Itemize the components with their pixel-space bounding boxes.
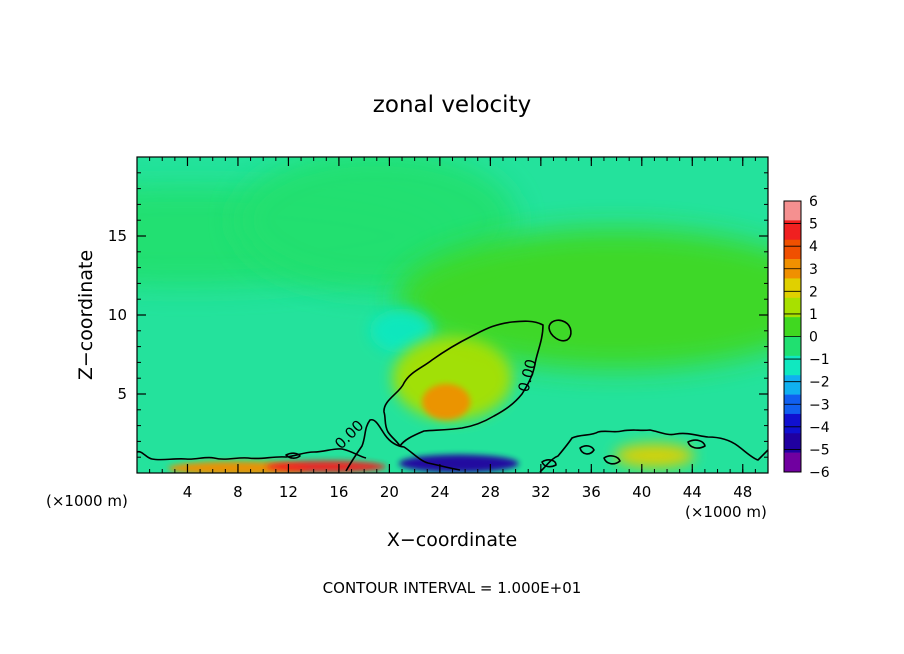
y-axis-label: Z−coordinate: [75, 250, 97, 380]
colorbar-label: 0: [809, 330, 818, 346]
colorbar-label: 3: [809, 262, 818, 278]
contour-zero-small-d: [285, 452, 301, 459]
heatmap-feature-surface-cold: [398, 454, 519, 473]
colorbar-swatch: [784, 220, 801, 241]
contour-zero-small-b: [603, 455, 621, 465]
y-tick-label: 15: [108, 227, 127, 245]
heatmap-feature-central-cool: [370, 308, 435, 353]
contour-zero-small-a: [579, 445, 595, 455]
colorbar-label: 6: [809, 194, 818, 210]
colorbar-swatch: [784, 239, 801, 260]
contour-zero-small-c: [687, 439, 706, 449]
chart-title: zonal velocity: [373, 92, 531, 118]
colorbar-label: 2: [809, 284, 818, 300]
y-tick-label: 5: [117, 385, 127, 403]
x-tick-label: 48: [733, 483, 752, 501]
colorbar-swatch: [784, 433, 801, 453]
x-tick-label: 32: [531, 483, 550, 501]
heatmap-feature-right-band: [396, 229, 768, 370]
colorbar-swatch: [784, 413, 801, 434]
x-tick-label: 8: [233, 483, 243, 501]
colorbar-label: 4: [809, 239, 818, 255]
colorbar-label: 5: [809, 217, 818, 233]
colorbar-label: −2: [809, 375, 830, 391]
colorbar-swatch: [784, 201, 801, 221]
colorbar-label: 1: [809, 307, 818, 323]
x-tick-label: 36: [582, 483, 601, 501]
x-tick-label: 24: [430, 483, 449, 501]
colorbar-label: −6: [809, 465, 830, 481]
colorbar-swatch: [784, 278, 801, 299]
x-tick-label: 44: [683, 483, 702, 501]
x-tick-label: 28: [481, 483, 500, 501]
heatmap-feature-surface-warm-right: [614, 443, 695, 468]
x-axis-label: X−coordinate: [387, 529, 517, 551]
colorbar-swatch: [784, 355, 801, 376]
x-tick-label: 20: [380, 483, 399, 501]
contour-zero-surface-center: [345, 418, 461, 472]
colorbar-label: −1: [809, 352, 830, 368]
y-tick-label: 10: [108, 306, 127, 324]
colorbar-swatch: [784, 336, 801, 357]
colorbar: 6 5 4 3 2 1 0 −1 −2 −3 −4 −5 −6: [783, 194, 830, 481]
contour-zero-surface-right: [539, 429, 768, 473]
x-tick-label: 40: [632, 483, 651, 501]
colorbar-label: −4: [809, 420, 830, 436]
colorbar-swatch: [784, 375, 801, 395]
x-unit-right: (×1000 m): [685, 503, 767, 521]
x-tick-label: 16: [329, 483, 348, 501]
contour-zero-small-e: [541, 459, 557, 468]
colorbar-swatch: [784, 317, 801, 337]
colorbar-swatch: [784, 297, 801, 318]
colorbar-label: −3: [809, 397, 830, 413]
contour-interval-footer: CONTOUR INTERVAL = 1.000E+01: [323, 579, 582, 597]
colorbar-label: −5: [809, 442, 830, 458]
heatmap-field: 0.00 0.00: [137, 157, 768, 473]
heatmap-feature-warm-core: [422, 383, 471, 420]
colorbar-swatch: [784, 452, 801, 473]
x-unit-left: (×1000 m): [46, 492, 128, 510]
contour-zero-surface-left: [137, 448, 367, 461]
contour-zero-main: [383, 320, 544, 447]
heatmap-feature-surface-hot: [266, 460, 387, 473]
contour-zero-upper-right: [548, 319, 572, 342]
x-tick-label: 4: [183, 483, 193, 501]
x-tick-label: 12: [279, 483, 298, 501]
